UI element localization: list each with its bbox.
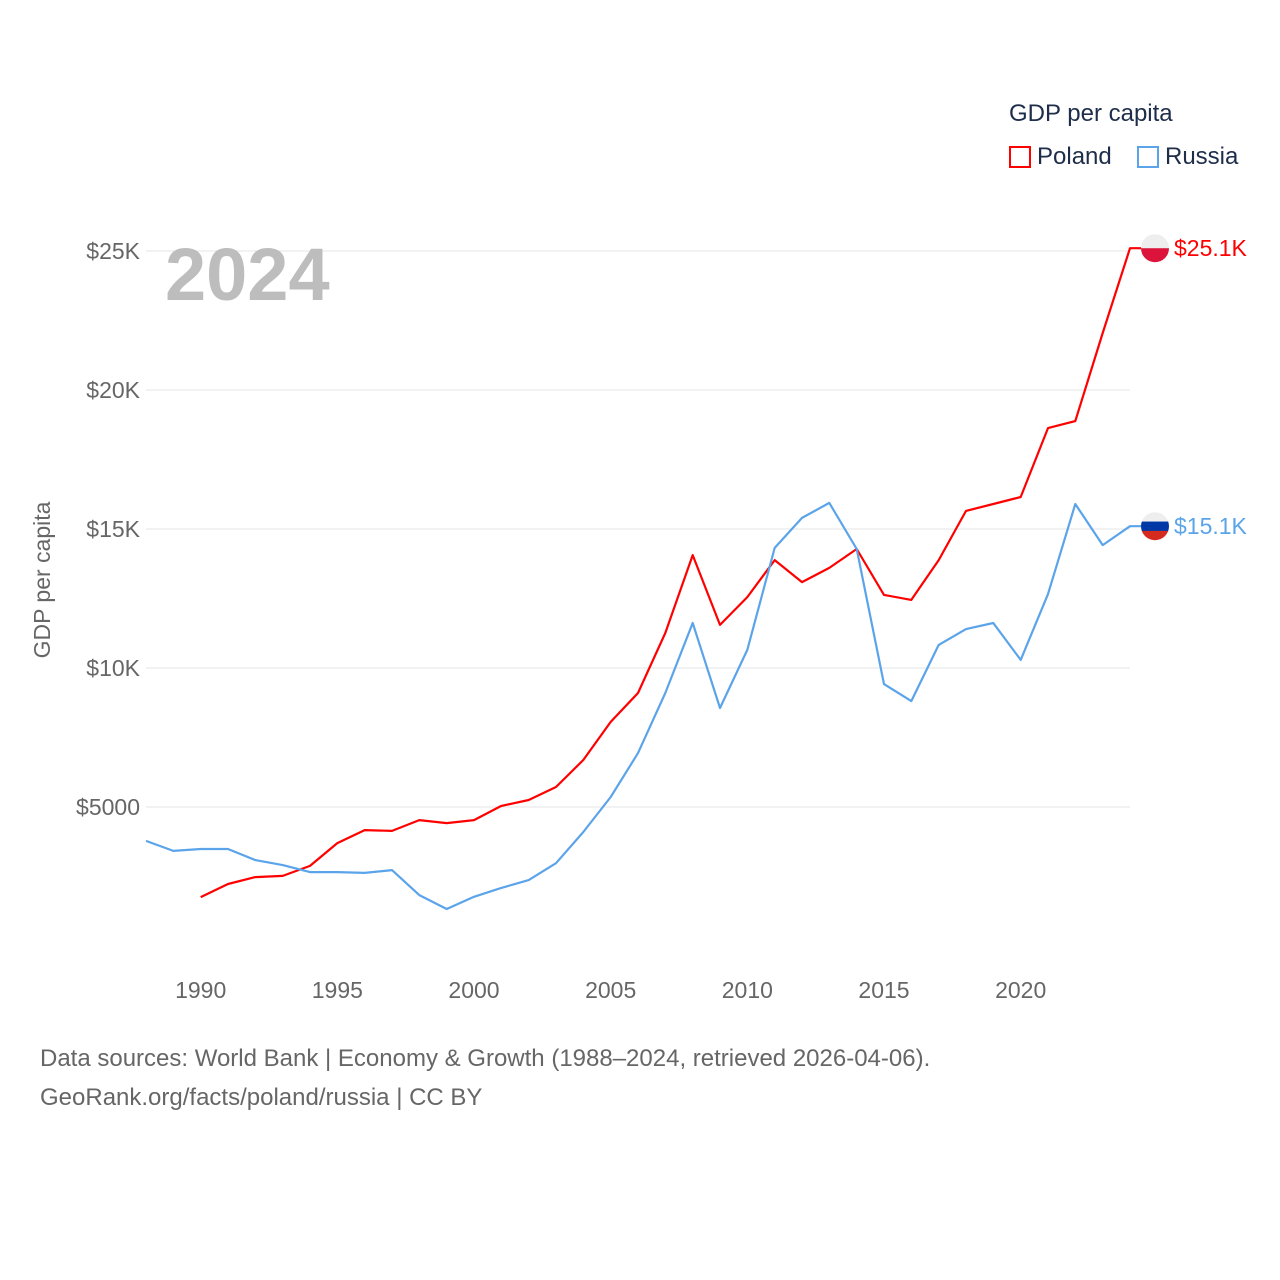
- flag-stripe: [1141, 521, 1169, 532]
- flag-stripe: [1141, 512, 1169, 523]
- x-tick-label: 1990: [175, 977, 226, 1003]
- year-label: 2024: [165, 233, 330, 316]
- x-tick-label: 2020: [995, 977, 1046, 1003]
- flag-icon-russia: [1141, 512, 1169, 541]
- x-tick-label: 2010: [722, 977, 773, 1003]
- y-tick-label: $15K: [86, 516, 140, 542]
- x-tick-label: 2005: [585, 977, 636, 1003]
- y-tick-label: $20K: [86, 377, 140, 403]
- y-tick-label: $5000: [76, 794, 140, 820]
- flag-stripe: [1141, 234, 1169, 249]
- x-tick-label: 1995: [312, 977, 363, 1003]
- series-line-poland: [200, 247, 1155, 899]
- legend-item-poland[interactable]: Poland: [1009, 143, 1112, 171]
- y-tick-label: $25K: [86, 238, 140, 264]
- legend-label-poland: Poland: [1037, 143, 1112, 170]
- x-tick-label: 2000: [448, 977, 499, 1003]
- x-tick-label: 2015: [858, 977, 909, 1003]
- flag-icon-poland: [1141, 234, 1169, 263]
- end-value-label: $15.1K: [1174, 513, 1248, 539]
- y-tick-label: $10K: [86, 655, 140, 681]
- legend-label-russia: Russia: [1165, 143, 1239, 170]
- legend-swatch-russia: [1137, 146, 1159, 168]
- flag-stripe: [1141, 248, 1169, 263]
- y-axis-label: GDP per capita: [29, 501, 55, 658]
- legend-swatch-poland: [1009, 146, 1031, 168]
- legend-item-russia[interactable]: Russia: [1137, 143, 1238, 171]
- series-line-russia: [145, 501, 1155, 911]
- end-value-label: $25.1K: [1174, 235, 1248, 261]
- footer-sources: Data sources: World Bank | Economy & Gro…: [40, 1045, 931, 1072]
- footer-link[interactable]: GeoRank.org/facts/poland/russia | CC BY: [40, 1084, 483, 1111]
- flag-stripe: [1141, 530, 1169, 541]
- legend-title: GDP per capita: [1009, 100, 1173, 127]
